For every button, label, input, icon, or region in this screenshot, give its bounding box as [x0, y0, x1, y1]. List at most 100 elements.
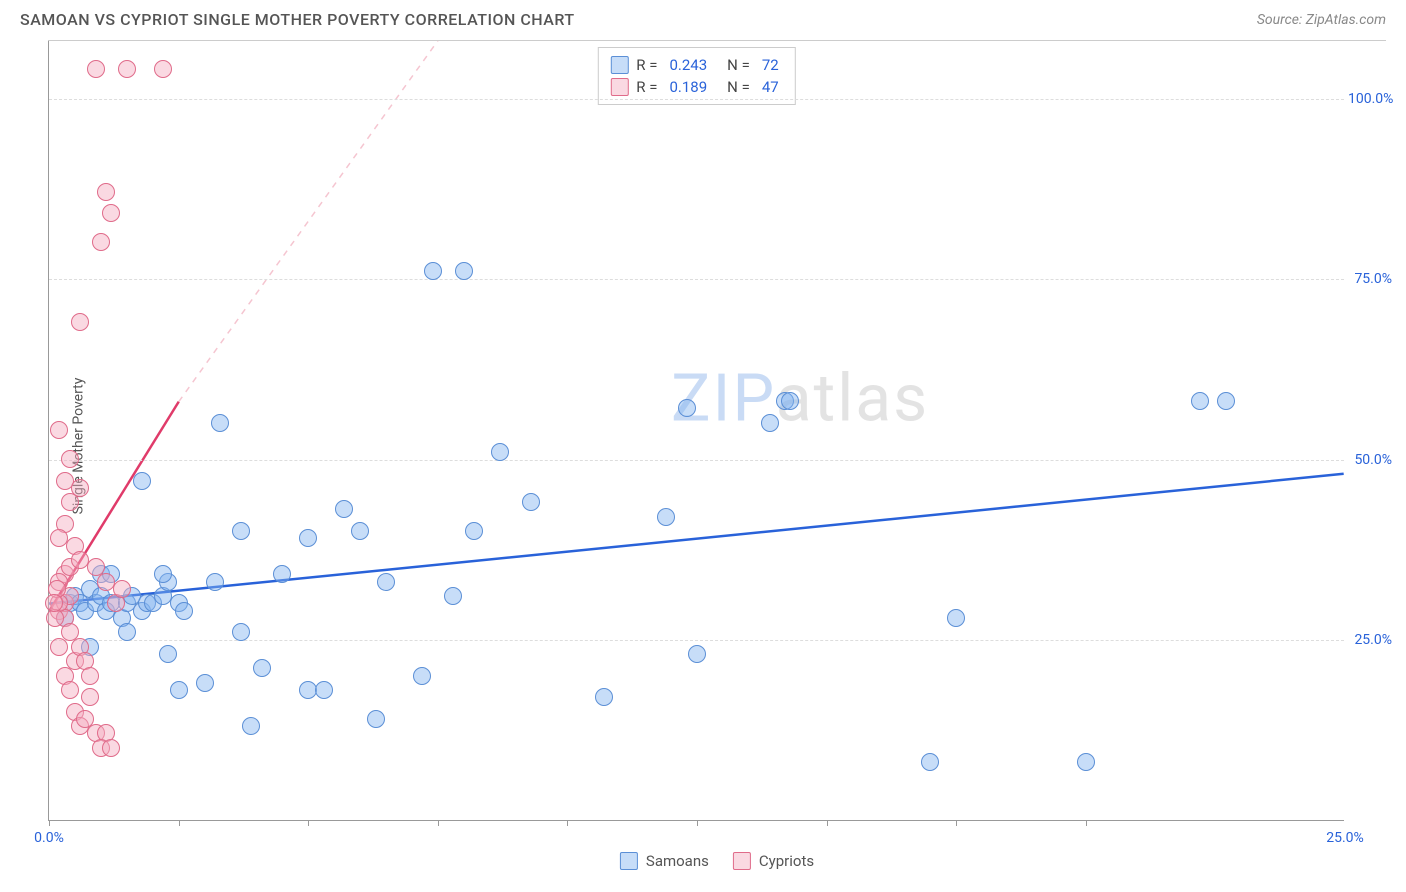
chart-legend: Samoans Cypriots	[620, 852, 814, 870]
chart-container: ZIPatlas R =0.243N =72R =0.189N =47 25.0…	[48, 40, 1386, 840]
data-point	[211, 414, 229, 432]
data-point	[522, 493, 540, 511]
stat-n-value: 47	[762, 78, 779, 96]
data-point	[118, 623, 136, 641]
plot-area: ZIPatlas R =0.243N =72R =0.189N =47 25.0…	[48, 41, 1344, 821]
data-point	[159, 645, 177, 663]
data-point	[465, 522, 483, 540]
data-point	[761, 414, 779, 432]
data-point	[133, 472, 151, 490]
legend-item: Samoans	[620, 852, 709, 870]
data-point	[87, 60, 105, 78]
data-point	[781, 392, 799, 410]
data-point	[232, 522, 250, 540]
x-tick	[827, 820, 828, 826]
x-tick	[956, 820, 957, 826]
y-tick-label: 50.0%	[1348, 452, 1392, 468]
data-point	[154, 60, 172, 78]
x-tick	[179, 820, 180, 826]
stat-n-label: N =	[727, 78, 750, 96]
data-point	[351, 522, 369, 540]
data-point	[947, 609, 965, 627]
chart-header: SAMOAN VS CYPRIOT SINGLE MOTHER POVERTY …	[0, 0, 1406, 35]
legend-label: Cypriots	[759, 852, 814, 870]
stat-r-label: R =	[636, 56, 657, 74]
stat-row: R = 0.189 N = 47	[610, 76, 782, 98]
data-point	[92, 233, 110, 251]
x-tick	[697, 820, 698, 826]
swatch-icon	[610, 78, 628, 96]
data-point	[253, 659, 271, 677]
legend-label: Samoans	[646, 852, 709, 870]
x-tick	[438, 820, 439, 826]
data-point	[444, 587, 462, 605]
data-point	[175, 602, 193, 620]
gridline	[49, 99, 1344, 100]
y-tick-label: 25.0%	[1348, 632, 1392, 648]
data-point	[315, 681, 333, 699]
data-point	[367, 710, 385, 728]
data-point	[657, 508, 675, 526]
data-point	[424, 262, 442, 280]
data-point	[299, 529, 317, 547]
swatch-icon	[610, 56, 628, 74]
data-point	[61, 681, 79, 699]
data-point	[61, 450, 79, 468]
chart-title: SAMOAN VS CYPRIOT SINGLE MOTHER POVERTY …	[20, 10, 575, 29]
data-point	[377, 573, 395, 591]
data-point	[81, 688, 99, 706]
x-tick	[1086, 820, 1087, 826]
data-point	[455, 262, 473, 280]
data-point	[45, 594, 63, 612]
data-point	[71, 479, 89, 497]
data-point	[921, 753, 939, 771]
data-point	[232, 623, 250, 641]
stat-row: R = 0.243 N = 72	[610, 54, 782, 76]
data-point	[50, 638, 68, 656]
swatch-icon	[620, 852, 638, 870]
gridline	[49, 460, 1344, 461]
swatch-icon	[733, 852, 751, 870]
x-tick	[308, 820, 309, 826]
gridline	[49, 279, 1344, 280]
stat-r-value: 0.189	[669, 78, 707, 96]
data-point	[595, 688, 613, 706]
data-point	[273, 565, 291, 583]
data-point	[678, 399, 696, 417]
correlation-stats-box: R = 0.243 N = 72 R = 0.189 N = 47	[597, 47, 795, 105]
data-point	[242, 717, 260, 735]
legend-item: Cypriots	[733, 852, 814, 870]
watermark: ZIPatlas	[671, 361, 929, 438]
data-point	[491, 443, 509, 461]
data-point	[196, 674, 214, 692]
data-point	[206, 573, 224, 591]
data-point	[113, 580, 131, 598]
data-point	[50, 421, 68, 439]
data-point	[97, 183, 115, 201]
data-point	[1191, 392, 1209, 410]
x-tick	[567, 820, 568, 826]
data-point	[1077, 753, 1095, 771]
data-point	[102, 204, 120, 222]
data-point	[81, 667, 99, 685]
stat-n-label: N =	[727, 56, 750, 74]
y-tick-label: 75.0%	[1348, 271, 1392, 287]
data-point	[335, 500, 353, 518]
source-label: Source: ZipAtlas.com	[1257, 12, 1386, 28]
data-point	[413, 667, 431, 685]
data-point	[688, 645, 706, 663]
stat-r-value: 0.243	[669, 56, 707, 74]
stat-r-label: R =	[636, 78, 657, 96]
data-point	[102, 739, 120, 757]
data-point	[170, 681, 188, 699]
x-tick-label: 0.0%	[34, 830, 64, 846]
data-point	[71, 313, 89, 331]
data-point	[118, 60, 136, 78]
trend-lines	[49, 41, 1344, 820]
stat-n-value: 72	[762, 56, 779, 74]
data-point	[154, 565, 172, 583]
data-point	[1217, 392, 1235, 410]
y-tick-label: 100.0%	[1348, 91, 1392, 107]
x-tick-label: 25.0%	[1326, 830, 1364, 846]
x-tick	[49, 820, 50, 826]
